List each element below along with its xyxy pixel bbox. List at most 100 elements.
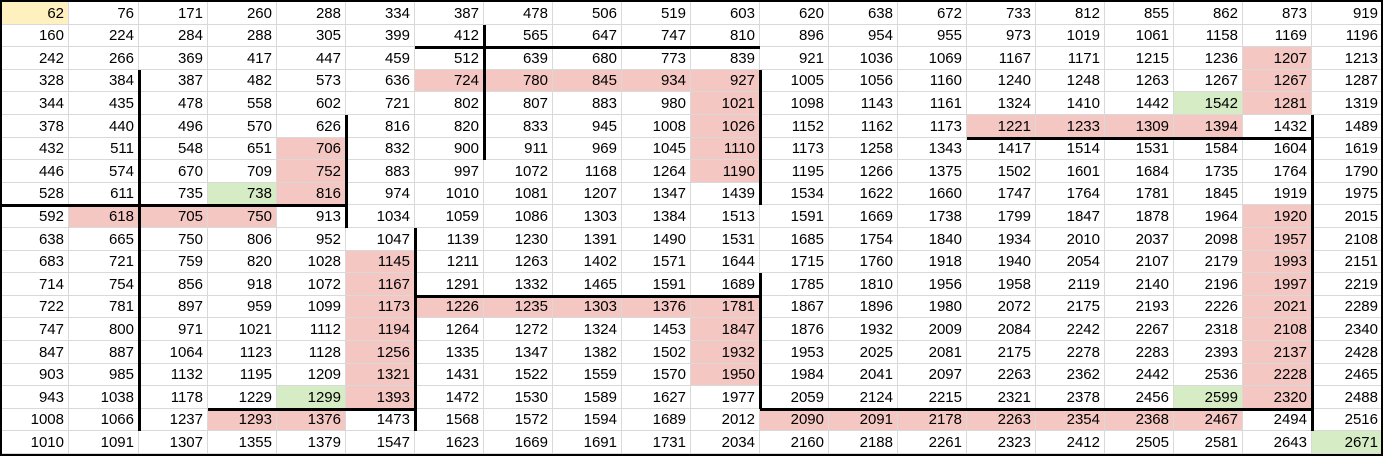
- grid-cell[interactable]: 913: [277, 205, 346, 228]
- grid-cell[interactable]: 1267: [1243, 70, 1312, 92]
- grid-cell[interactable]: 807: [484, 92, 553, 115]
- grid-cell[interactable]: 683: [0, 251, 69, 273]
- grid-cell[interactable]: 266: [69, 47, 139, 70]
- grid-cell[interactable]: 1171: [1036, 47, 1105, 70]
- grid-cell[interactable]: 1781: [691, 296, 760, 318]
- grid-cell[interactable]: 412: [415, 25, 484, 47]
- grid-cell[interactable]: 1272: [484, 318, 553, 341]
- grid-cell[interactable]: 446: [0, 160, 69, 183]
- grid-cell[interactable]: 1319: [1312, 92, 1383, 115]
- grid-cell[interactable]: 2368: [1105, 409, 1174, 431]
- grid-cell[interactable]: 1964: [1174, 205, 1243, 228]
- grid-cell[interactable]: 1502: [622, 341, 691, 364]
- grid-cell[interactable]: 1072: [484, 160, 553, 183]
- grid-cell[interactable]: 1410: [1036, 92, 1105, 115]
- grid-cell[interactable]: 1473: [346, 409, 415, 431]
- grid-cell[interactable]: 1355: [208, 431, 277, 454]
- grid-cell[interactable]: 1143: [829, 92, 898, 115]
- grid-cell[interactable]: 672: [898, 2, 967, 25]
- grid-cell[interactable]: 1790: [1312, 160, 1383, 183]
- grid-cell[interactable]: 1056: [829, 70, 898, 92]
- grid-cell[interactable]: 2108: [1312, 228, 1383, 251]
- grid-cell[interactable]: 1950: [691, 364, 760, 386]
- grid-cell[interactable]: 1984: [760, 364, 829, 386]
- grid-cell[interactable]: 1072: [277, 273, 346, 296]
- grid-cell[interactable]: 735: [139, 183, 208, 205]
- grid-cell[interactable]: 1038: [69, 386, 139, 409]
- grid-cell[interactable]: 1178: [139, 386, 208, 409]
- grid-cell[interactable]: 2219: [1312, 273, 1383, 296]
- grid-cell[interactable]: 1086: [484, 205, 553, 228]
- grid-cell[interactable]: 2516: [1312, 409, 1383, 431]
- grid-cell[interactable]: 1324: [553, 318, 622, 341]
- grid-cell[interactable]: 1472: [415, 386, 484, 409]
- grid-cell[interactable]: 2278: [1036, 341, 1105, 364]
- grid-cell[interactable]: 1919: [1243, 183, 1312, 205]
- grid-cell[interactable]: 2263: [967, 364, 1036, 386]
- grid-cell[interactable]: 1240: [967, 70, 1036, 92]
- grid-cell[interactable]: 709: [208, 160, 277, 183]
- grid-cell[interactable]: 2090: [760, 409, 829, 431]
- grid-cell[interactable]: 985: [69, 364, 139, 386]
- grid-cell[interactable]: 810: [691, 25, 760, 47]
- grid-cell[interactable]: 2263: [967, 409, 1036, 431]
- grid-cell[interactable]: 816: [277, 183, 346, 205]
- grid-cell[interactable]: 1975: [1312, 183, 1383, 205]
- grid-cell[interactable]: 565: [484, 25, 553, 47]
- grid-cell[interactable]: 1953: [760, 341, 829, 364]
- grid-cell[interactable]: 2015: [1312, 205, 1383, 228]
- grid-cell[interactable]: 1139: [415, 228, 484, 251]
- grid-cell[interactable]: 2193: [1105, 296, 1174, 318]
- grid-cell[interactable]: 558: [208, 92, 277, 115]
- grid-cell[interactable]: 1594: [553, 409, 622, 431]
- grid-cell[interactable]: 2107: [1105, 251, 1174, 273]
- grid-cell[interactable]: 1209: [277, 364, 346, 386]
- grid-cell[interactable]: 705: [139, 205, 208, 228]
- grid-cell[interactable]: 1064: [139, 341, 208, 364]
- grid-cell[interactable]: 224: [69, 25, 139, 47]
- grid-cell[interactable]: 1431: [415, 364, 484, 386]
- grid-cell[interactable]: 1669: [484, 431, 553, 454]
- grid-cell[interactable]: 1145: [346, 251, 415, 273]
- grid-cell[interactable]: 1691: [553, 431, 622, 454]
- grid-cell[interactable]: 2488: [1312, 386, 1383, 409]
- grid-cell[interactable]: 1026: [691, 115, 760, 138]
- grid-cell[interactable]: 2354: [1036, 409, 1105, 431]
- grid-cell[interactable]: 1152: [760, 115, 829, 138]
- grid-cell[interactable]: 1735: [1174, 160, 1243, 183]
- grid-cell[interactable]: 369: [139, 47, 208, 70]
- grid-cell[interactable]: 670: [139, 160, 208, 183]
- grid-cell[interactable]: 1754: [829, 228, 898, 251]
- grid-cell[interactable]: 680: [553, 47, 622, 70]
- grid-cell[interactable]: 573: [277, 70, 346, 92]
- grid-cell[interactable]: 1132: [139, 364, 208, 386]
- grid-cell[interactable]: 1161: [898, 92, 967, 115]
- grid-cell[interactable]: 1689: [622, 409, 691, 431]
- grid-cell[interactable]: 1993: [1243, 251, 1312, 273]
- grid-cell[interactable]: 1008: [622, 115, 691, 138]
- grid-cell[interactable]: 482: [208, 70, 277, 92]
- grid-cell[interactable]: 1845: [1174, 183, 1243, 205]
- grid-cell[interactable]: 478: [484, 2, 553, 25]
- grid-cell[interactable]: 2140: [1105, 273, 1174, 296]
- grid-cell[interactable]: 1731: [622, 431, 691, 454]
- grid-cell[interactable]: 1264: [415, 318, 484, 341]
- grid-cell[interactable]: 900: [415, 138, 484, 160]
- grid-cell[interactable]: 1502: [967, 160, 1036, 183]
- grid-cell[interactable]: 1453: [622, 318, 691, 341]
- grid-cell[interactable]: 1514: [1036, 138, 1105, 160]
- grid-cell[interactable]: 802: [415, 92, 484, 115]
- grid-cell[interactable]: 833: [484, 115, 553, 138]
- grid-cell[interactable]: 1293: [208, 409, 277, 431]
- grid-cell[interactable]: 2160: [760, 431, 829, 454]
- grid-cell[interactable]: 1347: [484, 341, 553, 364]
- grid-cell[interactable]: 897: [139, 296, 208, 318]
- grid-cell[interactable]: 2226: [1174, 296, 1243, 318]
- grid-cell[interactable]: 242: [0, 47, 69, 70]
- grid-cell[interactable]: 1091: [69, 431, 139, 454]
- grid-cell[interactable]: 1980: [898, 296, 967, 318]
- grid-cell[interactable]: 1173: [898, 115, 967, 138]
- grid-cell[interactable]: 1343: [898, 138, 967, 160]
- grid-cell[interactable]: 820: [415, 115, 484, 138]
- grid-cell[interactable]: 647: [553, 25, 622, 47]
